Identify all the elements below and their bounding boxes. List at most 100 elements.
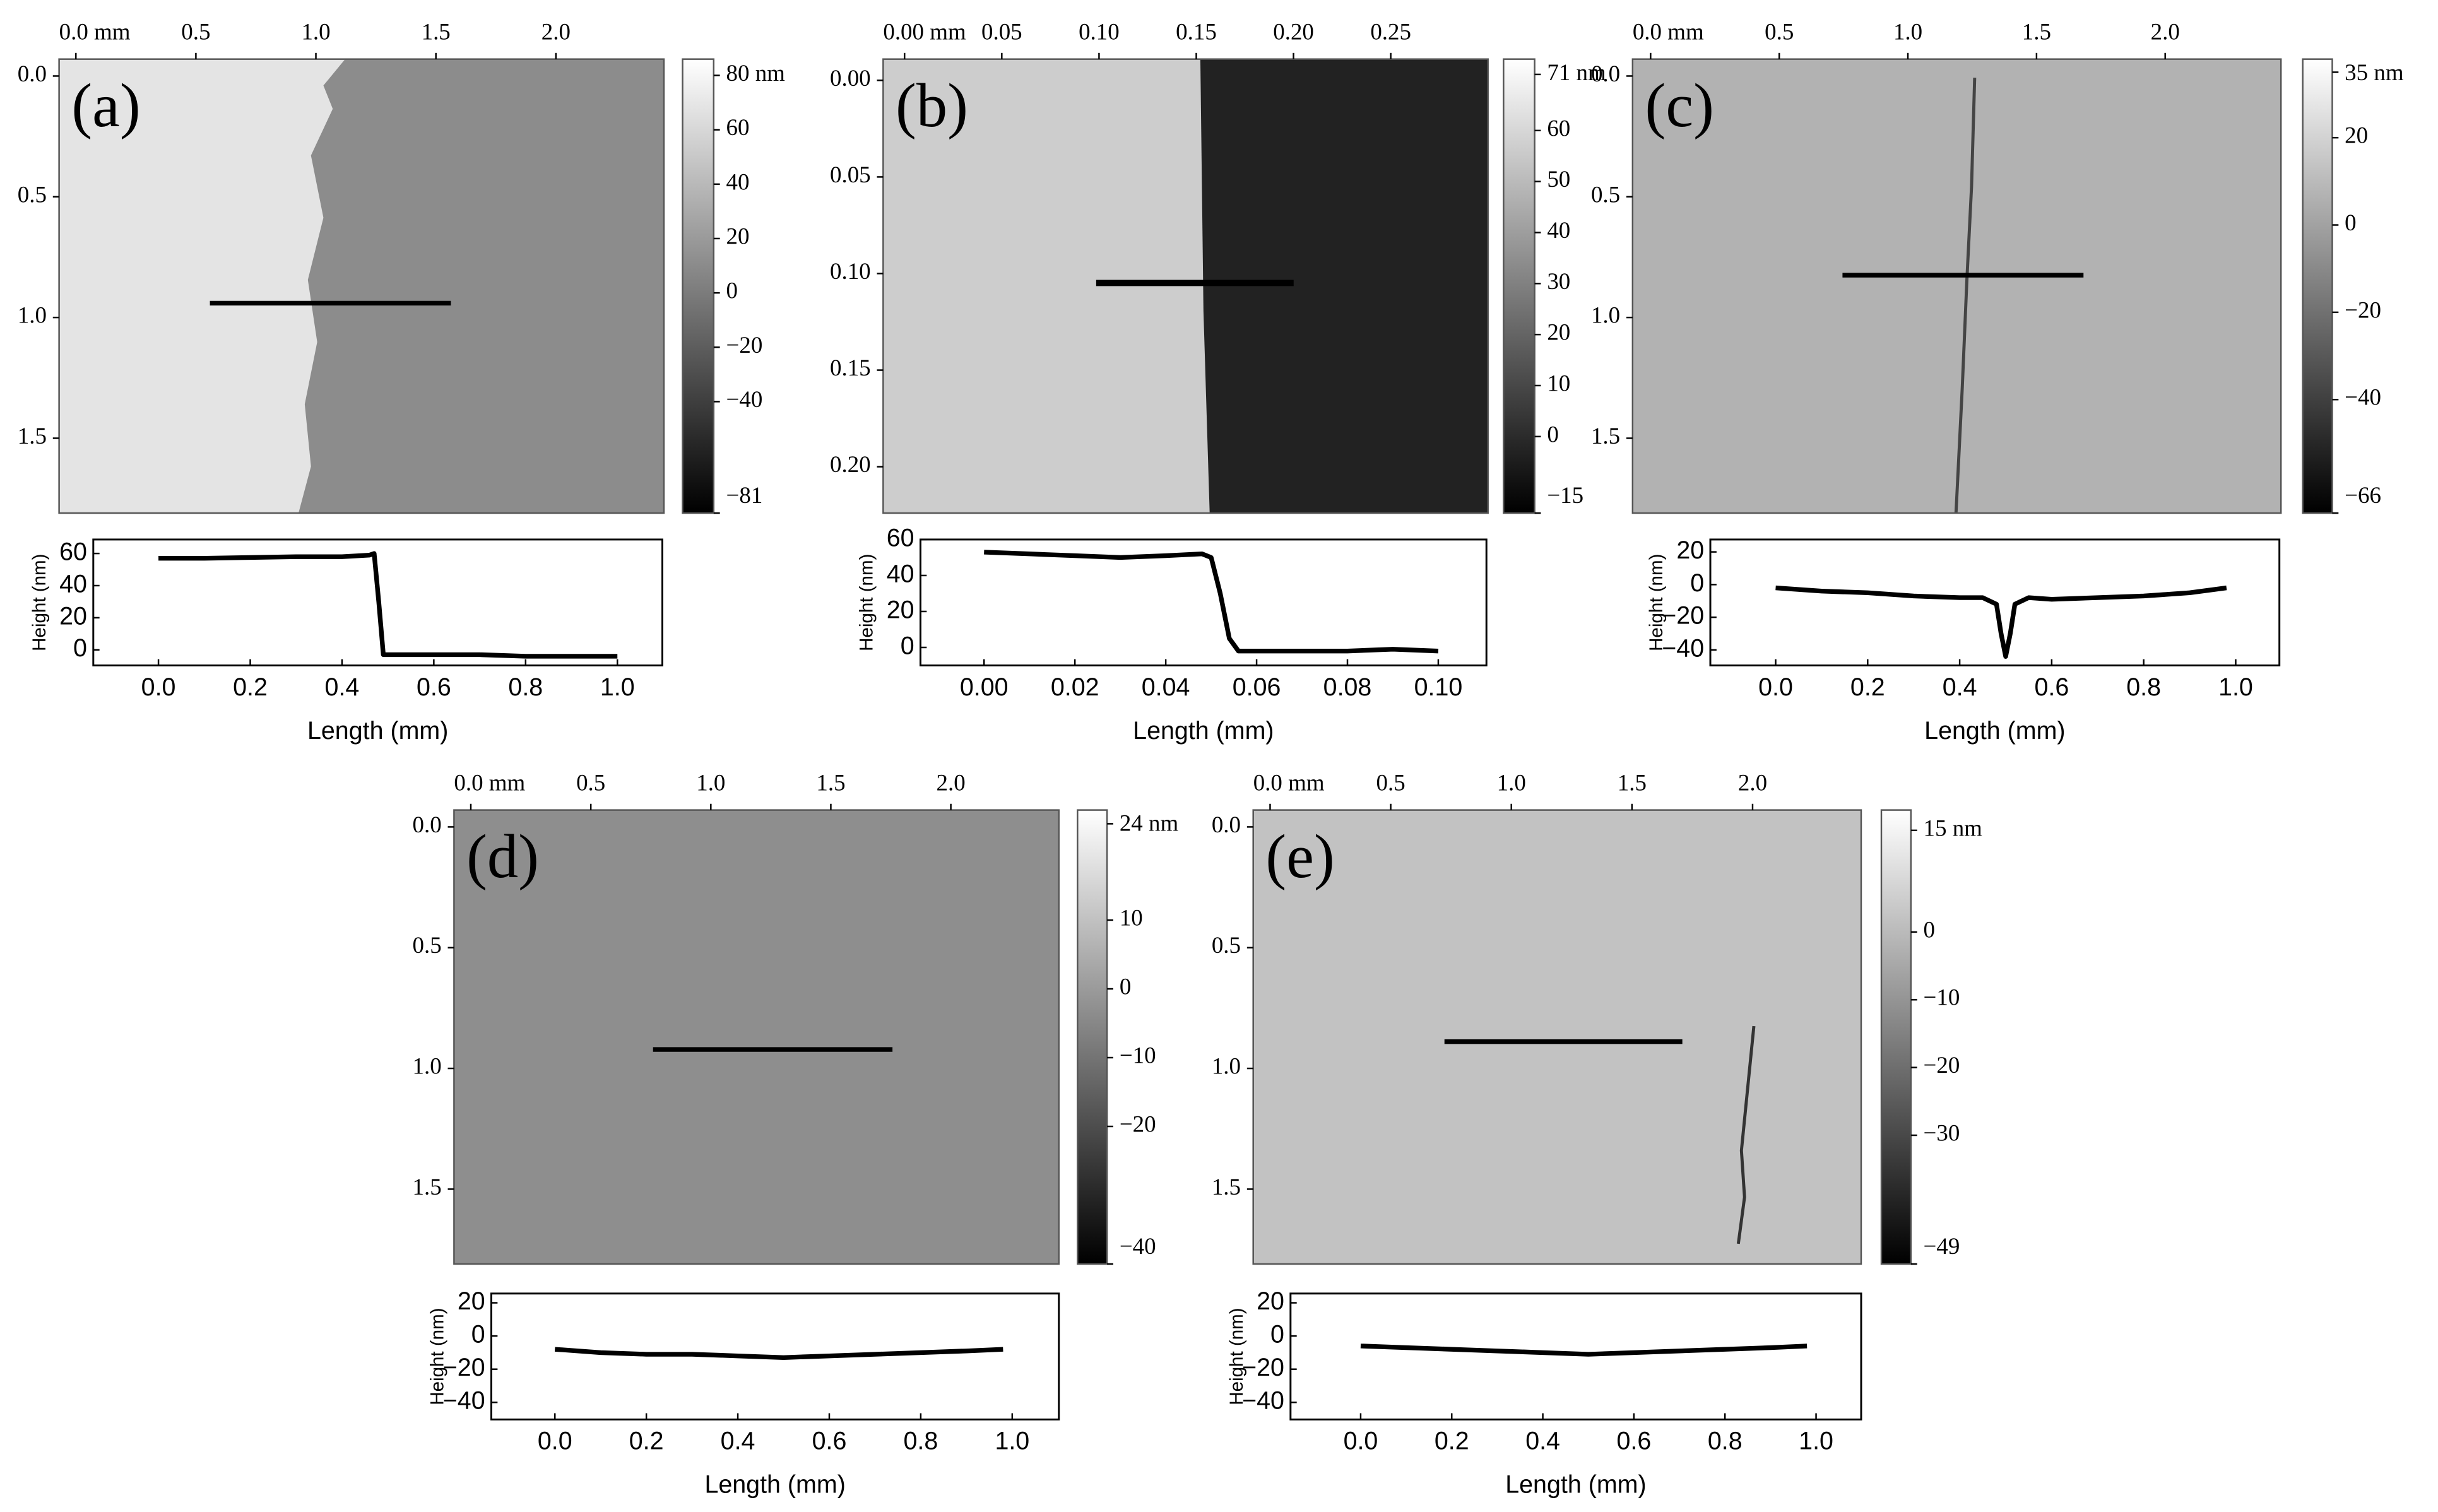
x-tick-label: 0.0 <box>1758 673 1793 701</box>
x-tick-label: 0.0 mm <box>1253 770 1325 796</box>
plot-frame <box>490 1292 1060 1420</box>
afm-image-c <box>1632 59 2281 514</box>
y-tick-label: −20 <box>443 1354 485 1381</box>
x-tick-label: 0.5 <box>576 770 605 796</box>
y-tick-label: 0 <box>901 632 914 659</box>
y-tick-label: −40 <box>1662 634 1704 662</box>
y-tick-label: 1.5 <box>413 1174 442 1200</box>
x-tick-label: 0.10 <box>1079 19 1120 45</box>
y-tick-label: 40 <box>59 570 87 598</box>
colorbar-tick-label: −49 <box>1924 1233 1960 1259</box>
y-tick-label: 0 <box>73 634 87 662</box>
x-tick-label: 0.25 <box>1370 19 1411 45</box>
colorbar-tick-label: −15 <box>1547 482 1583 508</box>
y-tick-label: 0.00 <box>830 65 871 91</box>
colorbar-tick-label: 10 <box>1120 904 1143 930</box>
y-tick-label: 0.0 <box>413 812 442 837</box>
x-tick-label: 0.2 <box>233 673 268 701</box>
y-tick-label: 0 <box>1690 569 1704 597</box>
colorbar <box>1880 809 1912 1265</box>
x-tick-label: 0.08 <box>1323 673 1372 701</box>
x-tick-label: 0.8 <box>1708 1427 1743 1455</box>
x-tick-label: 2.0 <box>1738 770 1767 796</box>
colorbar-tick-label: −20 <box>1120 1111 1156 1137</box>
colorbar <box>682 58 715 514</box>
y-tick-label: 1.5 <box>18 423 47 449</box>
x-tick-label: 1.0 <box>301 19 330 45</box>
y-tick-label: 1.0 <box>1212 1053 1241 1079</box>
x-tick-label: 1.0 <box>1893 19 1922 45</box>
x-tick-label: 0.6 <box>417 673 451 701</box>
profile-line <box>158 551 618 659</box>
colorbar <box>2302 58 2333 514</box>
colorbar-tick-label: −20 <box>726 332 763 358</box>
y-tick-label: 40 <box>887 560 914 588</box>
image-frame <box>58 58 665 514</box>
colorbar-tick-label: −40 <box>2345 384 2381 410</box>
x-tick-label: 0.4 <box>1943 673 1977 701</box>
y-tick-label: 60 <box>887 524 914 552</box>
colorbar-tick-label: 20 <box>726 223 750 249</box>
colorbar-tick-label: 80 nm <box>726 60 786 86</box>
image-frame <box>1252 809 1862 1265</box>
image-frame <box>882 58 1489 514</box>
colorbar-tick-label: 0 <box>1547 421 1558 447</box>
x-tick-label: 1.5 <box>1618 770 1647 796</box>
colorbar-tick-label: 20 <box>1547 319 1570 345</box>
profile-line <box>1775 585 2227 659</box>
x-axis-label: Length (mm) <box>1505 1471 1646 1499</box>
colorbar-tick-label: 0 <box>1924 916 1935 942</box>
y-axis-label: Height (nm) <box>29 554 50 651</box>
image-frame <box>453 809 1060 1265</box>
x-tick-label: 2.0 <box>937 770 966 796</box>
x-tick-label: 0.05 <box>981 19 1022 45</box>
afm-image-e <box>1253 810 1861 1264</box>
x-tick-label: 0.2 <box>1850 673 1885 701</box>
y-tick-label: 0.20 <box>830 451 871 477</box>
y-tick-label: 0.5 <box>1212 932 1241 958</box>
x-tick-label: 1.0 <box>2218 673 2253 701</box>
x-tick-label: 1.0 <box>995 1427 1029 1455</box>
y-tick-label: 20 <box>1676 536 1704 564</box>
y-tick-label: 0 <box>471 1321 485 1349</box>
colorbar-tick-label: 71 nm <box>1547 59 1606 85</box>
colorbar-tick-label: 60 <box>726 114 750 140</box>
y-tick-label: −40 <box>1242 1387 1284 1415</box>
y-tick-label: 0.05 <box>830 162 871 187</box>
x-tick-label: 0.06 <box>1233 673 1281 701</box>
y-tick-label: 1.0 <box>18 302 47 328</box>
colorbar-tick-label: −30 <box>1924 1119 1960 1145</box>
afm-step-b <box>1200 59 1488 514</box>
panel-label: (e) <box>1265 822 1334 891</box>
x-tick-label: 0.8 <box>2126 673 2161 701</box>
afm-images <box>59 59 2281 1264</box>
x-tick-label: 1.0 <box>1799 1427 1833 1455</box>
y-tick-label: 20 <box>458 1287 485 1315</box>
y-tick-label: 20 <box>887 596 914 623</box>
x-tick-label: 0.00 mm <box>883 19 966 45</box>
plot-frame <box>1289 1292 1862 1420</box>
x-tick-label: 2.0 <box>541 19 571 45</box>
x-tick-label: 1.0 <box>696 770 725 796</box>
colorbar-tick-label: −20 <box>1924 1052 1960 1078</box>
x-tick-label: 0.2 <box>1435 1427 1469 1455</box>
plot-frame <box>92 538 663 666</box>
y-axis-label: Height (nm) <box>1646 554 1667 651</box>
x-tick-label: 0.0 mm <box>1633 19 1704 45</box>
x-tick-label: 2.0 <box>2151 19 2180 45</box>
y-tick-label: 1.0 <box>413 1053 442 1079</box>
colorbar-tick-label: 10 <box>1547 370 1570 396</box>
x-axis-label: Length (mm) <box>307 717 448 745</box>
x-tick-label: 0.8 <box>904 1427 938 1455</box>
x-tick-label: 0.5 <box>181 19 210 45</box>
y-tick-label: 0 <box>1270 1321 1284 1349</box>
x-tick-label: 0.02 <box>1051 673 1099 701</box>
colorbar-tick-label: 35 nm <box>2345 59 2404 85</box>
x-tick-label: 0.04 <box>1142 673 1190 701</box>
colorbar-tick-label: −81 <box>726 482 763 508</box>
colorbar-tick-label: 40 <box>1547 217 1570 243</box>
y-tick-label: 0.0 <box>1212 812 1241 837</box>
panel-label: (d) <box>466 822 539 891</box>
colorbar-tick-label: 24 nm <box>1120 810 1179 836</box>
